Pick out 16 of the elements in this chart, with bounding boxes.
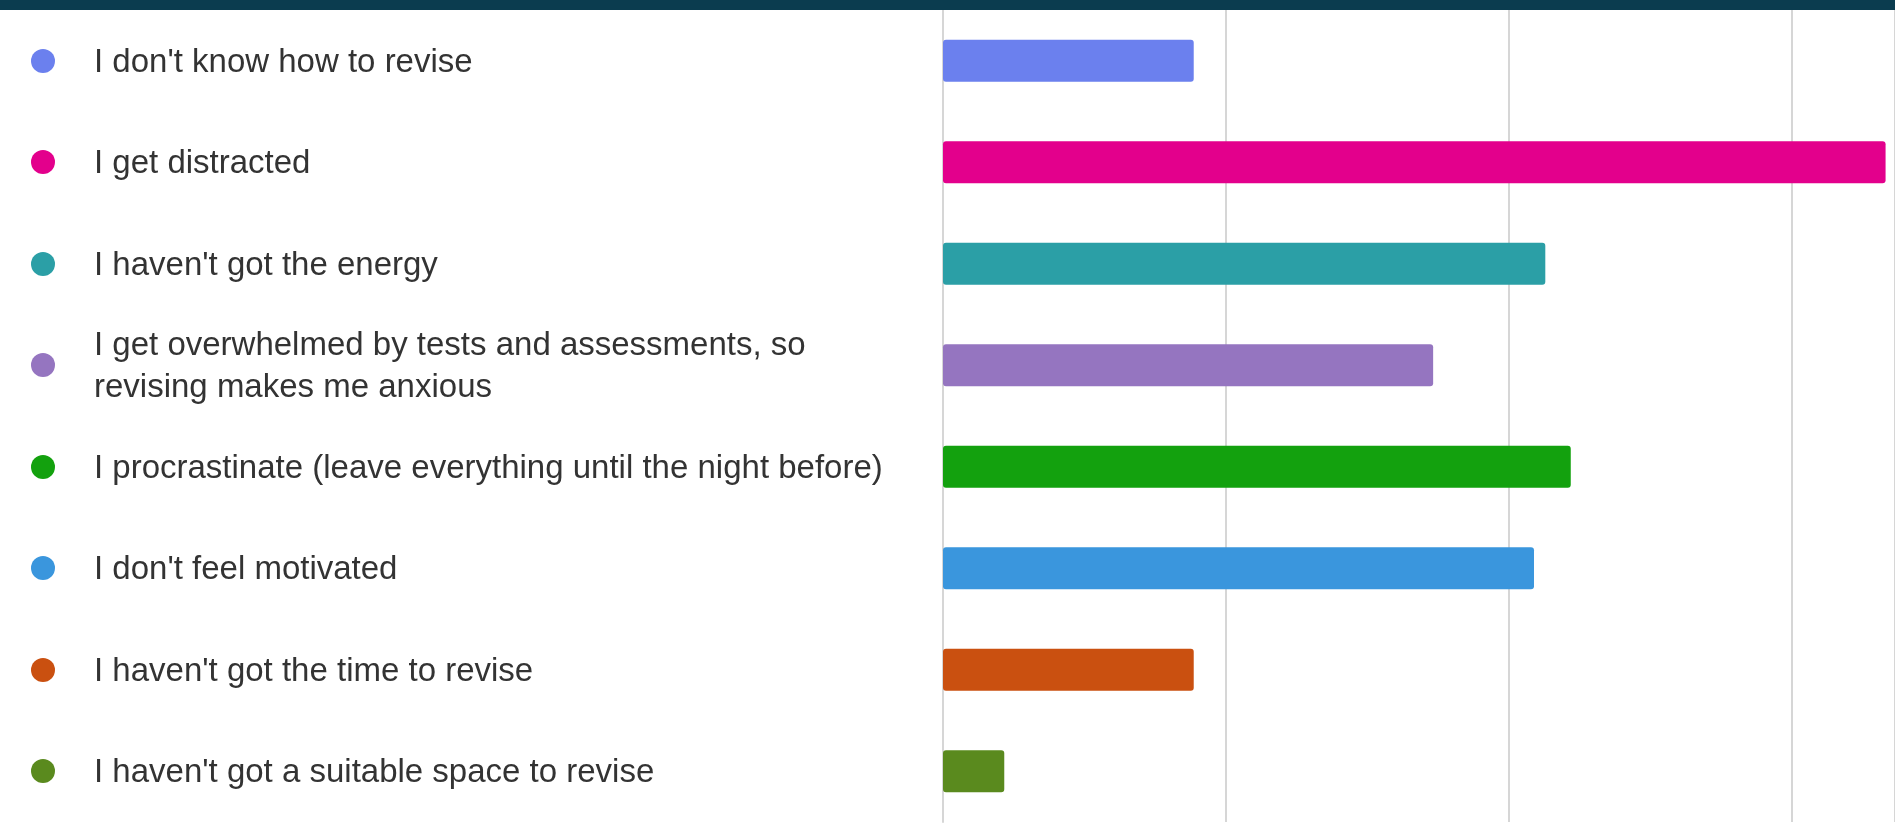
y-tick-label: I haven't got the energy	[94, 243, 439, 284]
y-tick-label: I don't know how to revise	[94, 40, 474, 81]
bar	[943, 547, 1534, 590]
bar	[943, 750, 1005, 793]
y-tick-label: I procrastinate (leave everything until the night before)	[94, 446, 884, 487]
y-tick-label: I don't feel motivated	[94, 548, 399, 589]
bar	[943, 648, 1194, 691]
y-tick-label: I haven't got a suitable space to revise	[94, 751, 656, 792]
bar	[943, 141, 1886, 184]
y-tick-label: I get overwhelmed by tests and assessments, so revising makes me anxious	[94, 324, 807, 407]
bar	[943, 39, 1194, 82]
bar	[943, 344, 1434, 387]
bar	[943, 242, 1546, 285]
y-tick-label: I haven't got the time to revise	[94, 649, 535, 690]
y-tick-label: I get distracted	[94, 142, 312, 183]
bar	[943, 445, 1571, 488]
